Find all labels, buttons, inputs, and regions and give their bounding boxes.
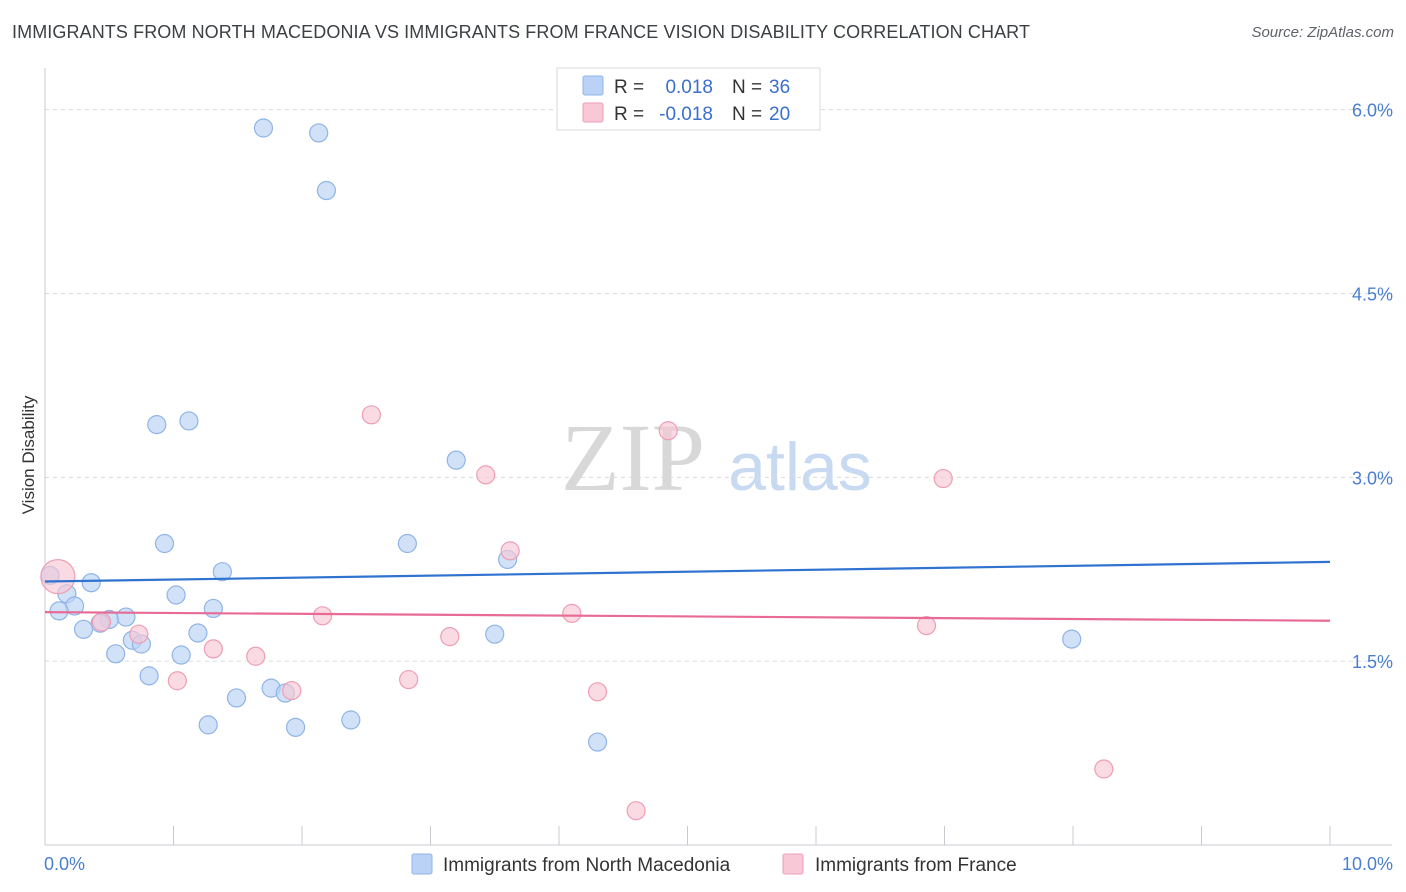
y-tick-label: 1.5% <box>1352 652 1393 672</box>
x-tick-labels: 0.0% 10.0% <box>44 854 1393 874</box>
data-point-north-macedonia <box>226 688 247 708</box>
data-point-north-macedonia <box>166 585 186 605</box>
source-credit: Source: ZipAtlas.com <box>1251 24 1394 41</box>
legend-r-label: R = <box>614 77 644 98</box>
data-point-north-macedonia <box>212 562 232 582</box>
data-point-north-macedonia <box>49 601 69 621</box>
legend-n-value: 36 <box>769 77 790 98</box>
data-point-france <box>562 603 582 623</box>
data-point-france <box>500 541 520 561</box>
data-point-north-macedonia <box>147 415 167 435</box>
data-point-north-macedonia <box>485 624 505 644</box>
data-point-north-macedonia <box>73 619 94 639</box>
legend-n-value: 20 <box>769 104 790 125</box>
data-point-north-macedonia <box>253 118 274 138</box>
data-point-north-macedonia <box>285 717 306 737</box>
legend-r-value: 0.018 <box>665 77 713 98</box>
data-point-france <box>129 624 149 644</box>
data-point-north-macedonia <box>316 180 337 201</box>
data-point-north-macedonia <box>587 732 608 752</box>
data-point-north-macedonia <box>198 715 218 735</box>
y-tick-label: 3.0% <box>1352 468 1393 488</box>
legend-swatch-blue <box>582 75 604 96</box>
data-point-north-macedonia <box>106 644 126 664</box>
data-point-north-macedonia <box>171 645 191 665</box>
series-legend: Immigrants from North Macedonia Immigran… <box>411 853 1017 876</box>
y-axis-title: Vision Disability <box>19 395 38 514</box>
data-point-north-macedonia <box>179 411 199 431</box>
data-point-north-macedonia <box>309 123 329 143</box>
data-point-france <box>626 801 646 821</box>
data-point-north-macedonia <box>446 450 466 470</box>
data-point-north-macedonia <box>188 623 208 643</box>
data-point-north-macedonia <box>154 533 175 554</box>
data-point-north-macedonia <box>397 533 417 554</box>
data-point-france <box>476 465 496 485</box>
series-legend-swatch-blue <box>411 853 433 875</box>
series-legend-label-blue: Immigrants from North Macedonia <box>443 855 731 876</box>
data-point-north-macedonia <box>81 573 101 593</box>
watermark-zip: ZIP <box>561 404 705 511</box>
data-point-france <box>933 468 953 489</box>
series-legend-swatch-pink <box>782 853 804 875</box>
data-point-north-macedonia <box>1062 629 1082 649</box>
gridlines <box>45 109 1392 662</box>
y-tick-label: 6.0% <box>1352 101 1393 121</box>
axes <box>44 68 1392 846</box>
y-tick-labels: 1.5% 3.0% 4.5% 6.0% <box>1352 101 1393 673</box>
data-point-france <box>361 405 381 425</box>
data-point-france <box>312 606 333 626</box>
chart-title: IMMIGRANTS FROM NORTH MACEDONIA VS IMMIG… <box>12 22 1031 42</box>
watermark-atlas: atlas <box>728 429 872 505</box>
legend-r-label: R = <box>614 104 644 125</box>
data-point-france <box>658 421 678 441</box>
data-point-france <box>399 669 419 690</box>
trend-line-france <box>44 611 1331 622</box>
data-point-north-macedonia <box>203 598 223 619</box>
data-point-north-macedonia <box>341 710 361 730</box>
data-point-france <box>167 671 187 691</box>
data-point-france <box>203 639 223 659</box>
data-point-france <box>440 627 460 647</box>
legend-swatch-pink <box>582 102 604 123</box>
x-tick-label: 10.0% <box>1342 854 1393 874</box>
data-point-france <box>282 680 302 701</box>
legend-r-value: -0.018 <box>659 104 713 125</box>
trend-line-north-macedonia <box>44 560 1331 583</box>
data-point-north-macedonia <box>116 607 136 627</box>
data-point-france <box>587 682 608 702</box>
data-point-france <box>916 616 937 636</box>
y-tick-label: 4.5% <box>1352 284 1393 304</box>
data-points <box>40 118 1114 821</box>
legend-n-label: N = <box>732 104 762 125</box>
data-point-france <box>40 558 76 595</box>
series-legend-label-pink: Immigrants from France <box>815 855 1017 876</box>
stats-legend: R = 0.018 N = 36 R = -0.018 N = 20 <box>556 67 821 131</box>
data-point-france <box>246 646 266 666</box>
x-tick-label: 0.0% <box>44 854 85 874</box>
legend-n-label: N = <box>732 77 762 98</box>
data-point-france <box>1094 759 1114 779</box>
data-point-france <box>91 612 112 632</box>
data-point-north-macedonia <box>139 666 159 686</box>
trend-lines <box>44 560 1331 622</box>
